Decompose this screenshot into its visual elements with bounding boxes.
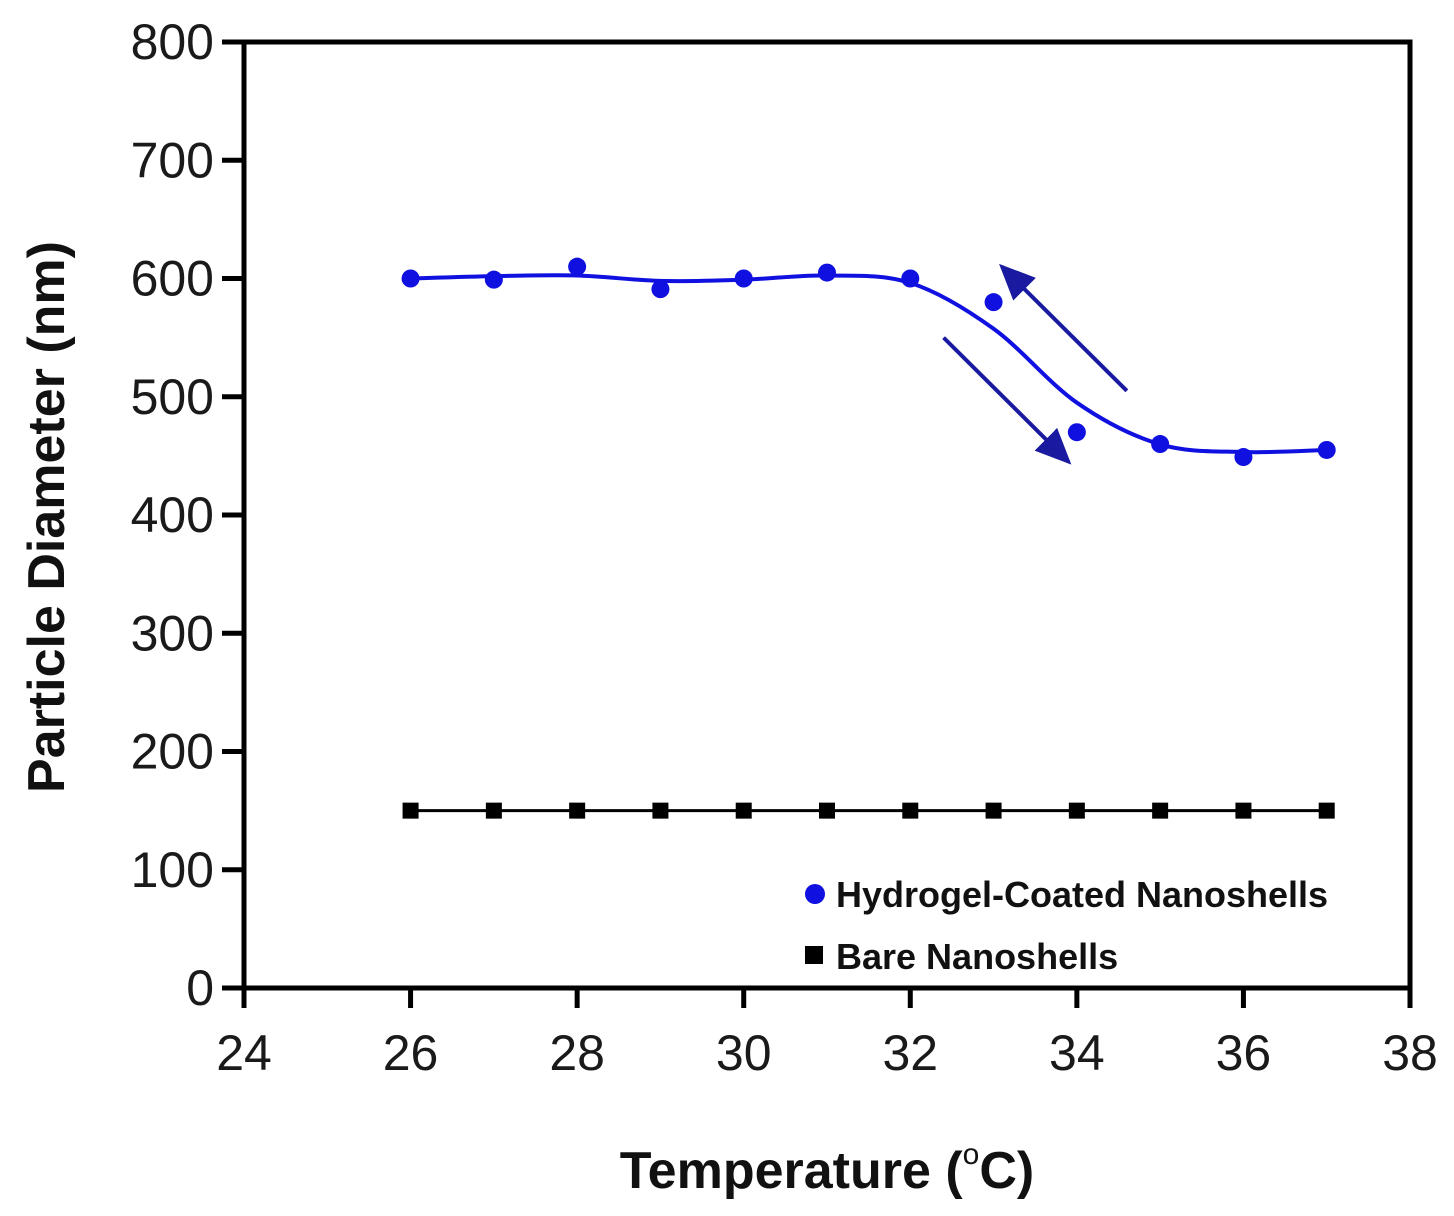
y-axis-title: Particle Diameter (nm) xyxy=(18,241,76,793)
data-point-hydrogel-coated-nanoshells xyxy=(401,269,420,288)
y-tick-label: 0 xyxy=(186,960,214,1016)
data-point-hydrogel-coated-nanoshells xyxy=(484,270,503,289)
heating-arrow-icon xyxy=(942,336,1072,465)
y-tick-label: 500 xyxy=(131,369,214,425)
data-point-bare-nanoshells xyxy=(1235,802,1252,819)
data-point-bare-nanoshells xyxy=(985,802,1002,819)
data-point-bare-nanoshells xyxy=(902,802,919,819)
legend-label-hydrogel: Hydrogel-Coated Nanoshells xyxy=(836,874,1328,915)
axis-tick-labels: 0 100 200 300 400 500 600 700 800 24 26 28 30 32 34 36 3… xyxy=(131,14,1438,1081)
y-tick-label: 400 xyxy=(131,487,214,543)
series-markers xyxy=(401,257,1336,819)
x-tick-label: 24 xyxy=(216,1025,272,1081)
data-point-hydrogel-coated-nanoshells xyxy=(1234,448,1253,467)
x-tick-label: 28 xyxy=(549,1025,605,1081)
cooling-arrow-icon xyxy=(999,263,1129,393)
x-axis-title-main: Temperature ( xyxy=(620,1142,964,1200)
legend-marker-square-icon xyxy=(805,946,823,964)
data-point-hydrogel-coated-nanoshells xyxy=(1067,423,1086,442)
series-lines xyxy=(410,273,1327,813)
y-tick-label: 100 xyxy=(131,842,214,898)
data-point-bare-nanoshells xyxy=(819,802,835,819)
x-tick-label: 38 xyxy=(1382,1025,1438,1081)
data-point-hydrogel-coated-nanoshells xyxy=(818,263,836,282)
x-axis-title-degree: o xyxy=(963,1138,980,1171)
legend-marker-circle-icon xyxy=(805,884,825,904)
y-tick-label: 800 xyxy=(131,14,214,70)
plot-frame xyxy=(241,39,1413,991)
data-point-hydrogel-coated-nanoshells xyxy=(568,257,587,276)
x-tick-label: 32 xyxy=(882,1025,938,1081)
x-axis-title: Temperature (oC) xyxy=(620,1138,1034,1200)
legend-label-bare: Bare Nanoshells xyxy=(836,936,1118,977)
annotations xyxy=(942,263,1129,465)
axis-ticks xyxy=(222,39,1413,1008)
data-point-hydrogel-coated-nanoshells xyxy=(734,269,753,288)
data-point-hydrogel-coated-nanoshells xyxy=(651,280,670,299)
data-point-bare-nanoshells xyxy=(652,802,669,819)
x-tick-label: 34 xyxy=(1049,1025,1105,1081)
series-line-hydrogel-coated-nanoshells xyxy=(410,273,1327,455)
data-point-bare-nanoshells xyxy=(1152,802,1169,819)
x-axis-title-unit: C) xyxy=(979,1142,1034,1200)
data-point-hydrogel-coated-nanoshells xyxy=(1151,435,1170,454)
data-point-hydrogel-coated-nanoshells xyxy=(1317,440,1336,459)
x-tick-label: 26 xyxy=(383,1025,439,1081)
data-point-hydrogel-coated-nanoshells xyxy=(901,269,920,288)
data-point-bare-nanoshells xyxy=(402,802,419,819)
legend-item-hydrogel: Hydrogel-Coated Nanoshells xyxy=(805,874,1328,915)
y-tick-label: 600 xyxy=(131,251,214,307)
data-point-hydrogel-coated-nanoshells xyxy=(984,293,1003,312)
y-tick-label: 200 xyxy=(131,724,214,780)
y-tick-label: 700 xyxy=(131,132,214,188)
data-point-bare-nanoshells xyxy=(1318,802,1335,819)
legend-item-bare: Bare Nanoshells xyxy=(805,936,1118,977)
data-point-bare-nanoshells xyxy=(1068,802,1085,819)
data-point-bare-nanoshells xyxy=(485,802,502,819)
x-tick-label: 30 xyxy=(716,1025,772,1081)
data-point-bare-nanoshells xyxy=(735,802,752,819)
data-point-bare-nanoshells xyxy=(569,802,586,819)
y-tick-label: 300 xyxy=(131,605,214,661)
x-tick-label: 36 xyxy=(1216,1025,1272,1081)
legend: Hydrogel-Coated Nanoshells Bare Nanoshel… xyxy=(805,874,1328,977)
